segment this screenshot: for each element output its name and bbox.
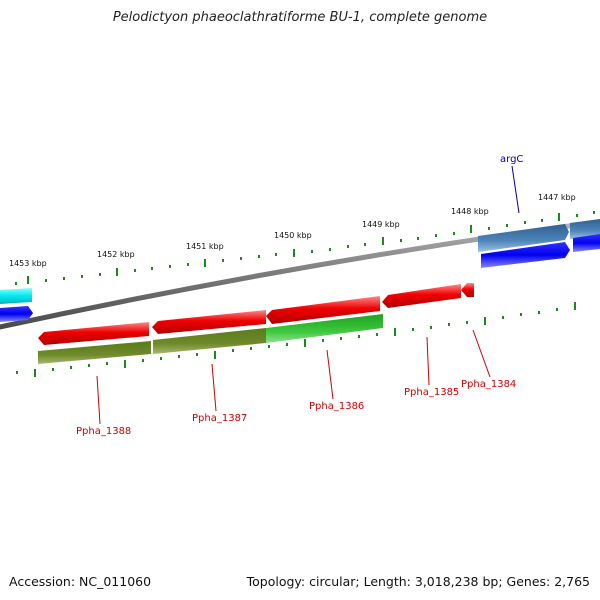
gene-olive-2[interactable]: [153, 328, 266, 354]
gene-label-ppha-1384: Ppha_1384: [461, 379, 516, 390]
gene-green-3[interactable]: [266, 314, 383, 343]
genome-stats-text: Topology: circular; Length: 3,018,238 bp…: [246, 574, 590, 589]
scale-label-1453kbp: 1453 kbp: [9, 259, 47, 268]
gene-argc-steel[interactable]: [478, 224, 569, 252]
gene-steel-right[interactable]: [570, 219, 600, 239]
gene-label-ppha-1387: Ppha_1387: [192, 413, 247, 424]
leader-lines: [96, 165, 520, 425]
gene-label-argc: argC: [500, 154, 523, 165]
gene-blue-left[interactable]: [0, 306, 33, 322]
scale-label-1452kbp: 1452 kbp: [97, 250, 135, 259]
gene-label-ppha-1385: Ppha_1385: [404, 387, 459, 398]
gene-ppha-1386[interactable]: [266, 296, 380, 324]
gene-olive-1[interactable]: [38, 341, 151, 364]
scale-label-1449kbp: 1449 kbp: [362, 220, 400, 229]
gene-label-ppha-1388: Ppha_1388: [76, 426, 131, 437]
gene-label-ppha-1386: Ppha_1386: [309, 401, 364, 412]
gene-ppha-1384[interactable]: [461, 283, 474, 297]
gene-cyan-left[interactable]: [0, 288, 32, 304]
inner-tick-scale: [16, 302, 576, 377]
outer-tick-scale: [15, 211, 595, 285]
gene-ppha-1388[interactable]: [38, 322, 149, 345]
gene-ppha-1387[interactable]: [152, 310, 266, 334]
scale-label-1448kbp: 1448 kbp: [451, 207, 489, 216]
accession-text: Accession: NC_011060: [9, 574, 152, 589]
scale-label-1451kbp: 1451 kbp: [186, 242, 224, 251]
gene-blue-right-2[interactable]: [573, 234, 600, 252]
gene-ppha-1385[interactable]: [382, 284, 461, 308]
map-title: Pelodictyon phaeoclathratiforme BU-1, co…: [112, 10, 488, 25]
gene-blue-right-1[interactable]: [481, 242, 570, 268]
scale-label-1447kbp: 1447 kbp: [538, 193, 576, 202]
scale-label-1450kbp: 1450 kbp: [274, 231, 312, 240]
